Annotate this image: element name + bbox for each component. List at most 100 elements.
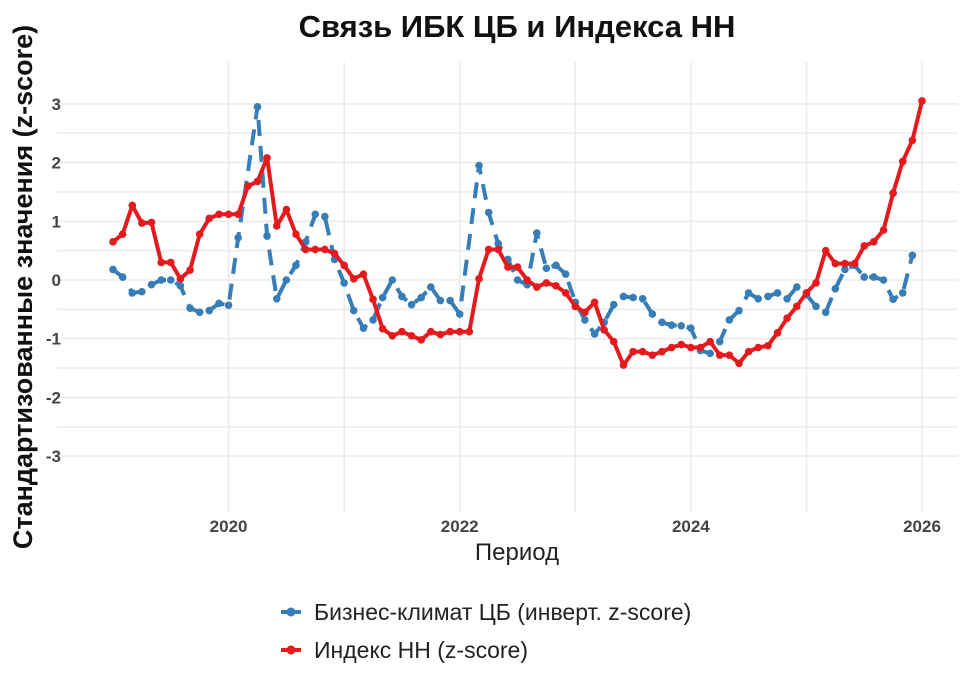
data-point-nn-index: [542, 279, 551, 287]
data-point-nn-index: [773, 329, 782, 337]
data-point-nn-index: [561, 289, 570, 297]
data-point-business-climate: [263, 232, 271, 240]
data-point-nn-index: [504, 263, 512, 271]
data-point-nn-index: [638, 347, 647, 356]
data-point-business-climate: [793, 283, 801, 291]
data-point-nn-index: [138, 219, 146, 227]
data-point-business-climate: [764, 292, 772, 301]
legend-item-business-climate: Бизнес-климат ЦБ (инверт. z-score): [281, 599, 691, 625]
y-tick-label: -3: [46, 447, 61, 466]
legend-label-nn-index: Индекс НН (z-score): [314, 637, 528, 663]
data-point-business-climate: [359, 324, 368, 332]
chart-title: Связь ИБК ЦБ и Индекса НН: [299, 9, 736, 44]
data-point-nn-index: [301, 245, 310, 254]
x-tick-label: 2020: [210, 517, 248, 536]
data-point-nn-index: [513, 263, 522, 271]
data-point-business-climate: [369, 316, 377, 324]
data-point-nn-index: [417, 336, 426, 344]
grid: [57, 62, 958, 512]
data-point-nn-index: [764, 341, 772, 350]
data-point-nn-index: [687, 343, 695, 352]
data-point-nn-index: [398, 327, 406, 336]
data-point-business-climate: [186, 304, 194, 312]
data-point-business-climate: [427, 283, 435, 291]
data-point-nn-index: [658, 347, 666, 356]
data-point-business-climate: [215, 299, 223, 308]
data-point-business-climate: [349, 306, 358, 315]
data-point-business-climate: [292, 261, 300, 270]
data-point-nn-index: [523, 276, 531, 284]
data-point-nn-index: [407, 331, 416, 340]
data-point-business-climate: [321, 212, 329, 221]
data-point-nn-index: [667, 343, 676, 352]
data-point-nn-index: [754, 343, 763, 352]
data-point-nn-index: [619, 361, 628, 369]
data-point-nn-index: [889, 189, 897, 197]
series-layer: [109, 97, 926, 369]
data-point-nn-index: [484, 245, 493, 254]
data-point-business-climate: [706, 349, 714, 358]
data-point-business-climate: [205, 306, 214, 315]
data-point-nn-index: [812, 279, 820, 287]
data-point-nn-index: [321, 245, 329, 254]
data-point-nn-index: [205, 214, 214, 223]
data-point-business-climate: [109, 265, 117, 274]
data-point-business-climate: [590, 330, 599, 338]
x-axis-label: Период: [475, 539, 559, 566]
data-point-nn-index: [590, 298, 599, 307]
legend-key-nn-index-point: [286, 645, 296, 655]
data-point-business-climate: [436, 296, 445, 305]
data-point-nn-index: [378, 324, 387, 333]
data-point-nn-index: [359, 270, 368, 278]
data-point-business-climate: [677, 321, 686, 330]
data-point-business-climate: [378, 293, 387, 302]
data-point-nn-index: [465, 327, 474, 336]
data-point-business-climate: [898, 289, 907, 297]
data-point-nn-index: [802, 289, 811, 297]
data-point-business-climate: [889, 295, 897, 304]
data-point-business-climate: [735, 306, 743, 315]
data-point-business-climate: [455, 310, 464, 318]
data-point-business-climate: [841, 265, 849, 274]
data-point-nn-index: [648, 351, 657, 359]
data-point-nn-index: [581, 308, 589, 317]
data-point-nn-index: [533, 283, 541, 291]
data-point-nn-index: [427, 327, 435, 336]
data-point-business-climate: [398, 292, 406, 301]
legend-label-business-climate: Бизнес-климат ЦБ (инверт. z-score): [314, 599, 691, 625]
data-point-nn-index: [215, 210, 223, 219]
y-tick-label: -2: [46, 388, 61, 407]
data-point-business-climate: [658, 318, 666, 327]
data-point-nn-index: [841, 259, 849, 268]
data-point-business-climate: [282, 276, 291, 284]
y-axis-ticks: -3 -2 -1 0 1 2 3: [46, 95, 61, 466]
data-point-nn-index: [455, 327, 464, 336]
data-point-nn-index: [128, 201, 137, 210]
data-point-business-climate: [475, 161, 483, 170]
data-point-nn-index: [109, 238, 117, 246]
data-point-nn-index: [436, 330, 445, 339]
data-point-nn-index: [783, 314, 791, 322]
data-point-nn-index: [706, 337, 714, 346]
legend: Бизнес-климат ЦБ (инверт. z-score) Индек…: [281, 599, 691, 663]
data-point-business-climate: [754, 294, 763, 303]
x-tick-label: 2026: [903, 517, 941, 536]
data-point-business-climate: [687, 324, 695, 332]
series-line-business-climate: [111, 104, 915, 356]
data-point-nn-index: [349, 275, 358, 283]
x-tick-label: 2022: [441, 517, 479, 536]
data-point-nn-index: [725, 351, 734, 359]
data-point-nn-index: [831, 259, 840, 268]
data-point-business-climate: [629, 293, 637, 302]
data-point-business-climate: [638, 294, 647, 303]
data-point-nn-index: [292, 230, 300, 239]
legend-key-business-climate-point: [286, 607, 296, 617]
data-point-business-climate: [157, 276, 165, 284]
data-point-nn-index: [908, 136, 917, 145]
data-point-business-climate: [619, 292, 628, 301]
data-point-nn-index: [176, 275, 185, 283]
y-tick-label: 0: [52, 271, 61, 290]
data-point-nn-index: [118, 230, 127, 239]
data-point-business-climate: [533, 229, 541, 237]
